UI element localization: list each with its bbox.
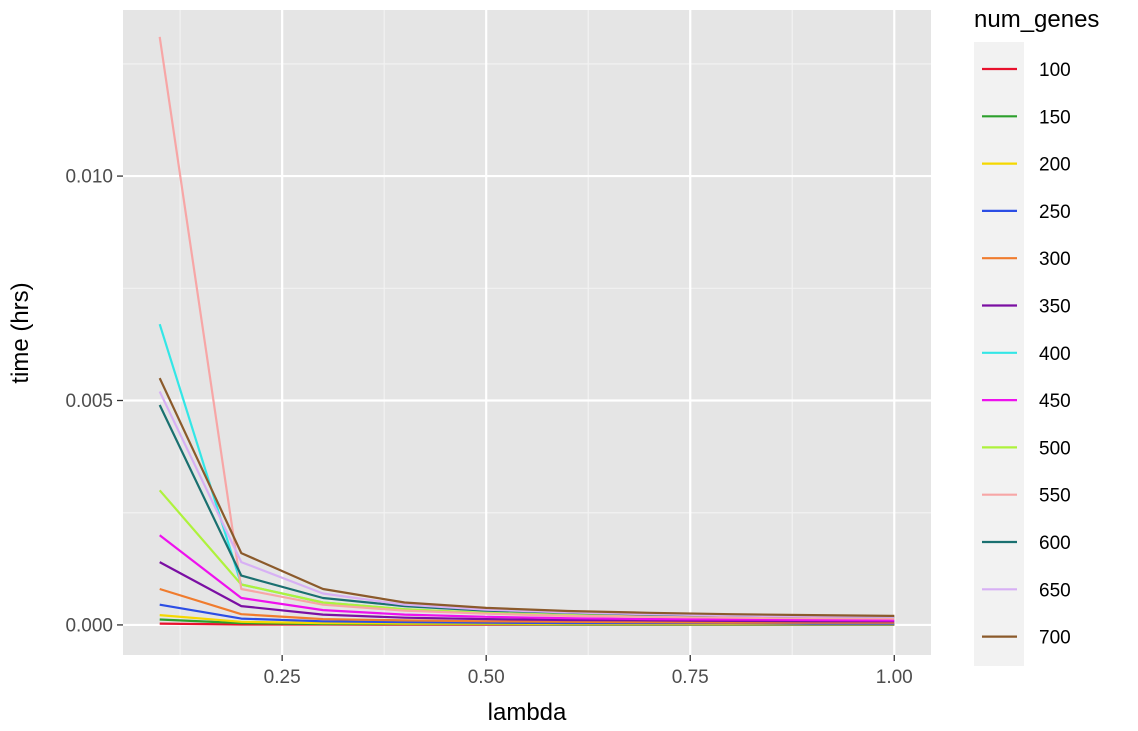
legend-item-600: 600 [982, 533, 1071, 554]
y-axis: 0.000 0.005 0.010 [65, 167, 123, 636]
legend-item-250: 250 [982, 202, 1071, 223]
legend-item-150: 150 [982, 107, 1071, 128]
legend-item-500: 500 [982, 438, 1071, 459]
series-line-700 [158, 377, 895, 617]
y-tick-label: 0.000 [65, 615, 113, 636]
legend-item-100: 100 [982, 60, 1071, 81]
y-tick-label: 0.010 [65, 167, 113, 188]
legend-label: 350 [1039, 297, 1071, 318]
x-axis-title: lambda [488, 699, 567, 726]
legend-title: num_genes [974, 6, 1099, 33]
x-tick-label: 1.00 [876, 667, 913, 688]
legend-label: 100 [1039, 60, 1071, 81]
legend-item-200: 200 [982, 155, 1071, 176]
legend-item-350: 350 [982, 297, 1071, 318]
legend-label: 450 [1039, 391, 1071, 412]
legend: num_genes 100 150 200 250 300 350 400 450 500 550… [974, 6, 1099, 666]
legend-item-700: 700 [982, 628, 1071, 649]
legend-item-450: 450 [982, 391, 1071, 412]
legend-label: 550 [1039, 486, 1071, 507]
legend-label: 650 [1039, 580, 1071, 601]
legend-key-background [974, 42, 1024, 666]
legend-label: 200 [1039, 155, 1071, 176]
legend-label: 250 [1039, 202, 1071, 223]
legend-label: 600 [1039, 533, 1071, 554]
legend-item-550: 550 [982, 486, 1071, 507]
legend-item-400: 400 [982, 344, 1071, 365]
legend-items: 100 150 200 250 300 350 400 450 500 550 600 650 700 [982, 60, 1071, 649]
legend-label: 150 [1039, 107, 1071, 128]
series-line-450 [159, 534, 895, 622]
legend-label: 700 [1039, 628, 1071, 649]
legend-label: 500 [1039, 438, 1071, 459]
series-line-300 [159, 587, 895, 624]
series-lines [158, 36, 895, 626]
legend-label: 400 [1039, 344, 1071, 365]
x-axis: 0.25 0.50 0.75 1.00 [264, 655, 913, 688]
y-axis-title: time (hrs) [7, 282, 34, 383]
legend-item-650: 650 [982, 580, 1071, 601]
series-line-550 [158, 36, 895, 620]
series-line-650 [158, 391, 895, 618]
legend-item-300: 300 [982, 249, 1071, 270]
x-tick-label: 0.50 [468, 667, 505, 688]
series-line-350 [159, 561, 895, 623]
y-tick-label: 0.005 [65, 391, 113, 412]
plot-panel [123, 10, 931, 655]
legend-label: 300 [1039, 249, 1071, 270]
x-tick-label: 0.75 [672, 667, 709, 688]
x-tick-label: 0.25 [264, 667, 301, 688]
minor-gridlines [123, 10, 931, 655]
